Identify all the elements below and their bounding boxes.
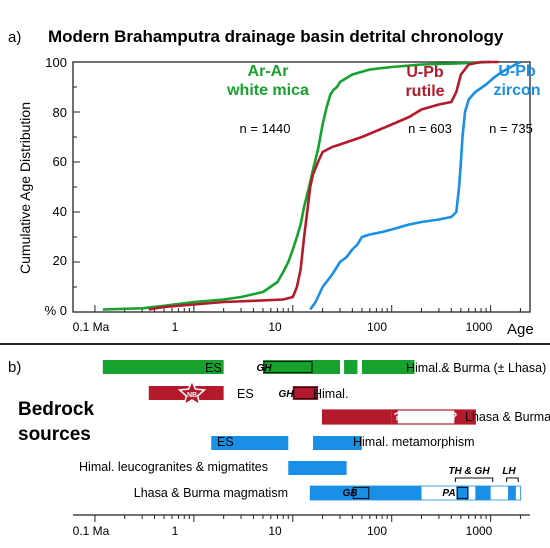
source-bar-5-2 [475,486,491,500]
n-label-rutile: n = 603 [408,121,452,136]
series-line-1 [148,60,499,311]
row4-label: Himal. metamorphism [353,435,475,449]
row6-outline [309,485,521,501]
series-label-zircon: U-Pb zircon [493,63,540,99]
row6-label: Lhasa & Burma magmatism [134,486,288,500]
row3-q2-block [454,410,463,424]
source-bar-4-0 [288,461,347,475]
y-tick-label: 20 [53,253,67,268]
cumulative-curves [102,60,522,311]
row4-es: ES [217,435,234,449]
x-tick-label: 0.1 Ma [73,320,110,334]
row3-label: Lhasa & Burma [465,410,550,424]
y-tick-label: 80 [53,105,67,120]
row3-q1-block [391,410,398,424]
series-line-2 [309,60,522,311]
bracket-th-gh-label: TH & GH [448,466,490,477]
row3-outline [321,409,476,425]
nb-star-icon: NB [177,379,207,407]
x-tick-label: 1 [172,320,179,334]
n-label-zircon: n = 735 [489,121,533,136]
bracket-lh [506,477,519,482]
panel-divider [0,343,550,345]
panel-b-axis [73,514,530,522]
bracket-lh-label: LH [502,466,516,477]
row3-question-1: ? [394,411,401,423]
x-tick-label: 0.1 Ma [73,524,110,538]
n-label-ar-ar: n = 1440 [240,121,291,136]
x-tick-labels: 0.1 Ma 1 10 100 1000 [73,320,493,334]
source-bar-3-1 [312,436,362,450]
bedrock-heading: Bedrock [18,399,94,420]
source-bar-5-0 [310,486,422,500]
panel-a-axes [72,61,531,313]
row6-pa-label: PA [442,488,455,499]
row3-question-2: ? [451,411,458,423]
x-tick-label: 1000 [466,320,493,334]
source-bar-0-0 [102,360,224,374]
outline-box-0-0 [263,360,313,374]
row1-es: ES [205,361,222,375]
row2-es: ES [237,387,254,401]
x-tick-label: 1000 [466,524,493,538]
panel-a-title: Modern Brahamputra drainage basin detrit… [48,27,504,46]
x-tick-label: 100 [367,320,387,334]
row1-label: Himal.& Burma (± Lhasa) [406,361,546,375]
source-bar-2-0 [322,410,392,424]
outline-box-5-0 [352,486,370,500]
source-bars [102,360,521,501]
y-axis-title: Cumulative Age Distribution [17,102,33,274]
row6-gb-label: GB [343,488,358,499]
x-tick-label: 1 [172,524,179,538]
outline-box-1-0 [293,386,318,400]
outline-box-5-1 [456,486,469,500]
y-tick-labels: 100 80 60 40 20 % 0 [45,55,67,318]
y-tick-label: % 0 [45,303,67,318]
source-bar-3-0 [211,436,289,450]
nb-star-label: NB [187,392,197,399]
series-label-rutile: U-Pb rutile [405,64,444,100]
panel-a-ticks [73,61,521,313]
sources-heading: sources [18,424,91,445]
y-tick-label: 100 [45,55,67,70]
source-bar-0-3 [361,360,415,374]
panel-a-label: a) [8,29,21,46]
x-tick-label: 100 [367,524,387,538]
panel-b-label: b) [8,359,21,376]
y-tick-label: 60 [53,154,67,169]
x-axis-word: Age [507,321,534,338]
source-bar-0-1 [263,360,340,374]
x-tick-label: 10 [268,320,282,334]
source-bar-5-1 [456,486,469,500]
series-line-0 [102,60,491,311]
source-bar-0-2 [344,360,358,374]
x-tick-label: 10 [268,524,282,538]
y-tick-label: 40 [53,204,67,219]
row2-gh-label: GH [279,389,295,400]
row1-gh-label: GH [257,363,273,374]
panel-b-x-tick-labels: 0.1 Ma 1 10 100 1000 [73,524,493,538]
row5-label: Himal. leucogranites & migmatites [79,460,268,474]
source-bar-5-3 [508,486,516,500]
bracket-th-gh [454,477,494,482]
plot-frame [72,61,531,313]
series-label-ar-ar: Ar-Ar white mica [226,63,309,99]
source-bar-1-1 [292,386,319,400]
row2-label: Himal. [313,387,348,401]
